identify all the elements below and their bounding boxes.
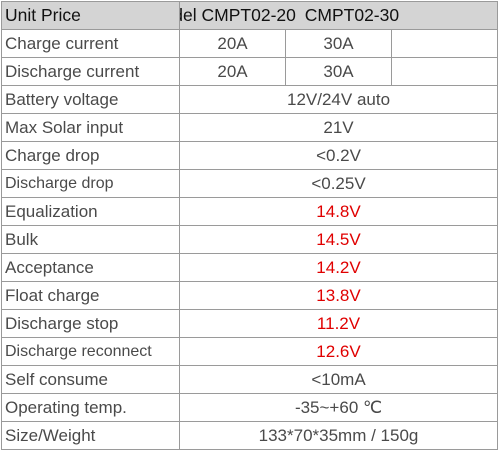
empty-cell (390, 57, 499, 86)
row-label: Charge drop (1, 141, 180, 170)
row-value: 13.8V (178, 281, 499, 310)
model-label: Model (181, 5, 197, 25)
table-row: Max Solar input 21V (1, 113, 499, 142)
row-value: <0.25V (178, 169, 499, 198)
model-b: CMPT02-30 (304, 5, 400, 25)
unit-price-header: Unit Price (1, 1, 180, 30)
row-value-a: 20A (179, 57, 286, 86)
table-row: Charge drop <0.2V (1, 141, 499, 170)
row-label: Size/Weight (1, 421, 180, 450)
model-a: CMPT02-20 (201, 5, 296, 25)
table-row: Discharge drop <0.25V (1, 169, 499, 198)
table-row: Equalization 14.8V (1, 197, 499, 226)
row-value: 11.2V (178, 309, 499, 338)
row-value-a: 20A (179, 29, 286, 58)
table-row: Acceptance 14.2V (1, 253, 499, 282)
table-row: Self consume <10mA (1, 365, 499, 394)
table-row: Discharge reconnect 12.6V (1, 337, 499, 366)
row-label: Float charge (1, 281, 180, 310)
row-label: Self consume (1, 365, 180, 394)
row-label: Acceptance (1, 253, 180, 282)
row-label: Discharge reconnect (1, 337, 180, 366)
row-label: Discharge drop (1, 169, 180, 198)
row-label: Max Solar input (1, 113, 180, 142)
row-label: Discharge current (1, 57, 180, 86)
row-value-b: 30A (285, 29, 392, 58)
table-row: Float charge 13.8V (1, 281, 499, 310)
table-row: Charge current 20A 30A (1, 29, 499, 58)
model-header: Model CMPT02-20 CMPT02-30 (178, 1, 499, 30)
row-value: 21V (178, 113, 499, 142)
row-value-b: 30A (285, 57, 392, 86)
row-value: 14.2V (178, 253, 499, 282)
row-value: <0.2V (178, 141, 499, 170)
row-label: Bulk (1, 225, 180, 254)
table-row: Size/Weight 133*70*35mm / 150g (1, 421, 499, 450)
row-value: 14.5V (178, 225, 499, 254)
row-value: 12.6V (178, 337, 499, 366)
table-row: Battery voltage 12V/24V auto (1, 85, 499, 114)
table-row: Operating temp. -35~+60 ℃ (1, 393, 499, 422)
row-value: 133*70*35mm / 150g (178, 421, 499, 450)
row-label: Equalization (1, 197, 180, 226)
empty-cell (390, 29, 499, 58)
table-row: Bulk 14.5V (1, 225, 499, 254)
row-label: Battery voltage (1, 85, 180, 114)
row-label: Discharge stop (1, 309, 180, 338)
row-label: Operating temp. (1, 393, 180, 422)
row-value: 12V/24V auto (178, 85, 499, 114)
row-value: -35~+60 ℃ (178, 393, 499, 422)
table-row: Discharge current 20A 30A (1, 57, 499, 86)
table-row: Discharge stop 11.2V (1, 309, 499, 338)
table-header-row: Unit Price Model CMPT02-20 CMPT02-30 (1, 1, 499, 30)
row-label: Charge current (1, 29, 180, 58)
row-value: <10mA (178, 365, 499, 394)
row-value: 14.8V (178, 197, 499, 226)
